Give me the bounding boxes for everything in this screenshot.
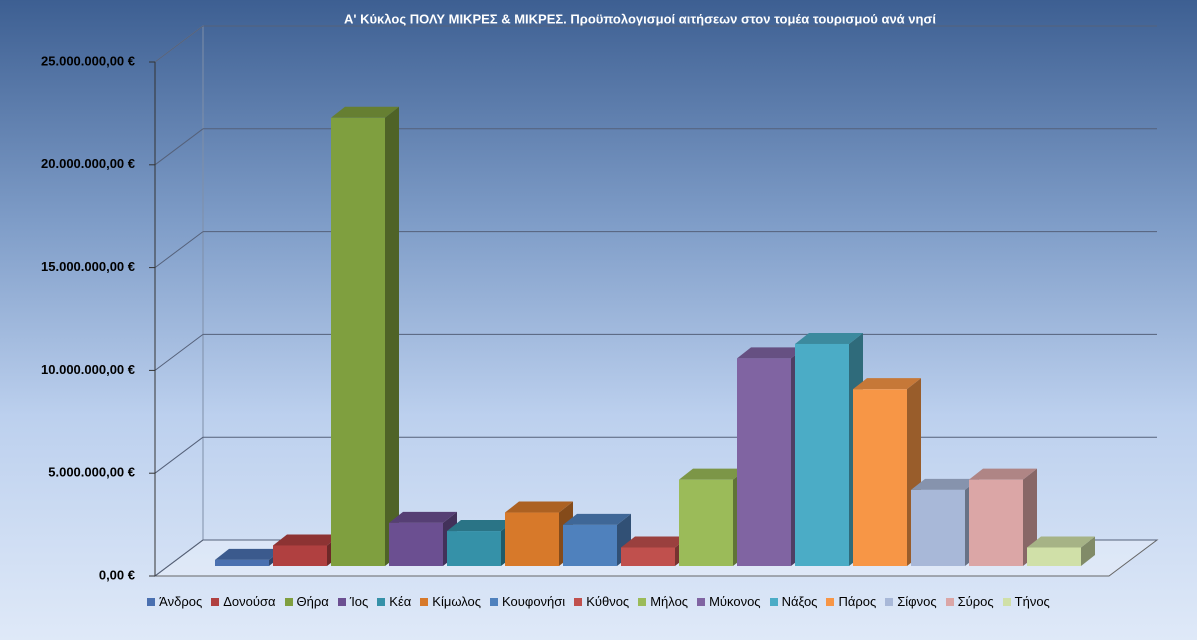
bar-top bbox=[795, 332, 863, 344]
chart: Α' Κύκλος ΠΟΛΥ ΜΙΚΡΕΣ & ΜΙΚΡΕΣ. Προϋπολο… bbox=[41, 11, 1159, 583]
back-wall bbox=[154, 25, 204, 577]
legend: Άνδρος Δονούσα Θήρα Ίος Κέα Κίμωλος Κουφονήσι Κ… bbox=[0, 594, 1197, 609]
y-tick-label: 10.000.000,00 € bbox=[41, 362, 135, 377]
bar bbox=[215, 559, 269, 566]
grid-diagonal bbox=[154, 25, 204, 63]
legend-item: Ίος bbox=[337, 594, 369, 609]
legend-label: Ίος bbox=[349, 594, 369, 609]
legend-label: Κουφονήσι bbox=[502, 594, 566, 609]
bar-top bbox=[911, 478, 979, 490]
bar-top bbox=[447, 520, 515, 532]
bar bbox=[273, 545, 327, 566]
legend-item: Θήρα bbox=[284, 594, 329, 609]
grid-diagonal bbox=[154, 231, 204, 269]
legend-label: Κύθνος bbox=[586, 594, 630, 609]
legend-label: Κίμωλος bbox=[432, 594, 482, 609]
bar-top bbox=[853, 378, 921, 390]
legend-swatch bbox=[211, 597, 220, 606]
legend-item: Σύρος bbox=[945, 594, 994, 609]
bar bbox=[447, 531, 501, 566]
legend-item: Κέα bbox=[377, 594, 411, 609]
legend-item: Μήλος bbox=[638, 594, 688, 609]
legend-swatch bbox=[284, 597, 293, 606]
bar bbox=[853, 389, 907, 566]
legend-label: Πάρος bbox=[838, 594, 877, 609]
bar bbox=[911, 489, 965, 566]
legend-label: Σύρος bbox=[957, 594, 994, 609]
legend-label: Δονούσα bbox=[223, 594, 276, 609]
legend-label: Μήλος bbox=[650, 594, 689, 609]
bar bbox=[737, 358, 791, 566]
legend-label: Μύκονος bbox=[709, 594, 761, 609]
legend-item: Κύθνος bbox=[574, 594, 629, 609]
grid-diagonal bbox=[154, 128, 204, 166]
y-tick-label: 15.000.000,00 € bbox=[41, 259, 135, 274]
bar bbox=[795, 343, 849, 566]
legend-item: Κουφονήσι bbox=[490, 594, 565, 609]
bar bbox=[389, 522, 443, 566]
legend-label: Θήρα bbox=[296, 594, 329, 609]
bar-side bbox=[1081, 536, 1095, 566]
bar-top bbox=[505, 501, 573, 513]
y-tick-label: 0,00 € bbox=[99, 567, 135, 582]
legend-item: Τήνος bbox=[1002, 594, 1050, 609]
legend-label: Σίφνος bbox=[897, 594, 937, 609]
bar bbox=[621, 547, 675, 566]
legend-label: Τήνος bbox=[1014, 594, 1050, 609]
legend-label: Νάξος bbox=[781, 594, 818, 609]
bar bbox=[969, 479, 1023, 566]
legend-item: Δονούσα bbox=[211, 594, 276, 609]
legend-swatch bbox=[826, 597, 835, 606]
bar-top bbox=[563, 513, 631, 525]
legend-item: Πάρος bbox=[826, 594, 876, 609]
chart-title: Α' Κύκλος ΠΟΛΥ ΜΙΚΡΕΣ & ΜΙΚΡΕΣ. Προϋπολο… bbox=[344, 11, 936, 26]
legend-swatch bbox=[147, 597, 156, 606]
legend-swatch bbox=[1002, 597, 1011, 606]
grid-diagonal bbox=[154, 333, 204, 371]
y-tick-label: 5.000.000,00 € bbox=[48, 465, 135, 480]
grid-diagonal bbox=[154, 539, 204, 577]
y-tick-label: 20.000.000,00 € bbox=[41, 156, 135, 171]
legend-swatch bbox=[885, 597, 894, 606]
bar-side bbox=[1023, 468, 1037, 566]
legend-swatch bbox=[377, 597, 386, 606]
bar-top bbox=[621, 536, 689, 548]
bar-top bbox=[215, 548, 283, 560]
legend-swatch bbox=[337, 597, 346, 606]
bar-top bbox=[679, 468, 747, 480]
bar-top bbox=[1027, 536, 1095, 548]
bar-top bbox=[273, 534, 341, 546]
legend-item: Άνδρος bbox=[147, 594, 202, 609]
bar-top bbox=[737, 347, 805, 359]
legend-swatch bbox=[945, 597, 954, 606]
legend-label: Κέα bbox=[389, 594, 412, 609]
legend-item: Μύκονος bbox=[697, 594, 761, 609]
bar-side bbox=[385, 106, 399, 567]
bar-top bbox=[969, 468, 1037, 480]
legend-swatch bbox=[420, 597, 429, 606]
bar-top bbox=[331, 106, 399, 118]
grid-diagonal bbox=[154, 436, 204, 474]
legend-item: Κίμωλος bbox=[420, 594, 481, 609]
legend-item: Σίφνος bbox=[885, 594, 937, 609]
y-tick-label: 25.000.000,00 € bbox=[41, 53, 135, 68]
legend-item: Νάξος bbox=[769, 594, 818, 609]
legend-swatch bbox=[638, 597, 647, 606]
legend-swatch bbox=[490, 597, 499, 606]
legend-swatch bbox=[769, 597, 778, 606]
bar bbox=[505, 512, 559, 566]
bar-top bbox=[389, 511, 457, 523]
legend-swatch bbox=[574, 597, 583, 606]
legend-label: Άνδρος bbox=[159, 594, 203, 609]
bar bbox=[331, 117, 385, 567]
bar bbox=[1027, 547, 1081, 566]
bar bbox=[563, 524, 617, 566]
bar bbox=[679, 479, 733, 566]
legend-swatch bbox=[697, 597, 706, 606]
